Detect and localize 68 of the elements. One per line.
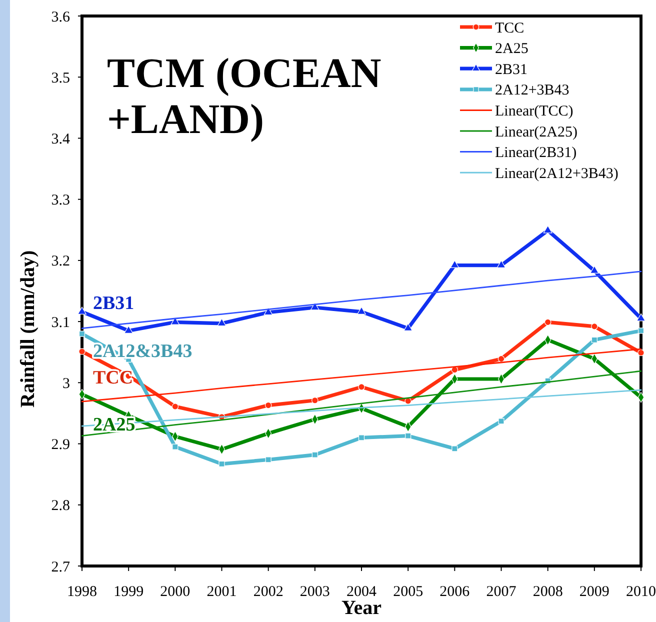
annotation: TCC <box>93 368 134 388</box>
y-tick-label: 3.1 <box>51 314 70 331</box>
legend-label: 2A25 <box>495 41 528 58</box>
point <box>544 318 552 326</box>
point <box>498 418 504 424</box>
x-tick-label: 2004 <box>346 584 377 600</box>
y-tick-label: 3.5 <box>51 70 70 86</box>
x-tick-label: 2005 <box>393 584 424 600</box>
point <box>543 225 552 234</box>
text: TCM (OCEAN +LAND) <box>107 51 382 143</box>
point <box>172 403 179 410</box>
y-tick-label: 3.3 <box>51 192 70 209</box>
legend-label: TCC <box>495 20 524 36</box>
y-tick-label: 2.9 <box>51 437 70 454</box>
y-tick-label: 3 <box>62 376 70 392</box>
point <box>172 444 178 450</box>
y-tick-label: 3.6 <box>51 9 70 26</box>
legend-label: 2A12+3B43 <box>495 82 570 99</box>
point <box>358 384 365 390</box>
x-tick-label: 2000 <box>160 584 190 600</box>
x-tick-label: 1999 <box>114 584 144 600</box>
point <box>591 323 598 330</box>
legend-label: 2B31 <box>495 62 528 78</box>
legend-label: Linear(2A25) <box>495 124 578 140</box>
point <box>358 434 365 441</box>
point <box>638 349 644 356</box>
x-tick-label: 2008 <box>532 584 563 600</box>
y-axis-title: Rainfall (mm/day) <box>17 250 39 408</box>
point <box>452 446 458 452</box>
point <box>265 456 272 463</box>
x-tick-label: 2002 <box>253 584 284 600</box>
y-tick-label: 2.7 <box>51 559 70 576</box>
point <box>217 318 226 326</box>
legend-label: Linear(TCC) <box>495 103 574 120</box>
x-tick-label: 2007 <box>486 584 517 600</box>
y-tick-label: 3.2 <box>51 254 70 270</box>
point <box>404 398 412 404</box>
point <box>78 330 86 337</box>
point <box>264 402 272 409</box>
x-axis-title: Year <box>342 597 382 619</box>
point <box>357 306 366 314</box>
annotation: 2B31 <box>93 292 134 314</box>
point <box>636 313 646 322</box>
point <box>405 432 412 439</box>
point <box>78 306 86 314</box>
x-tick-label: 2010 <box>626 584 656 600</box>
legend-label: Linear(2A12+3B43) <box>495 166 618 182</box>
point <box>404 323 413 331</box>
point <box>218 460 225 467</box>
y-tick-label: 2.8 <box>51 498 70 514</box>
point <box>590 266 599 274</box>
point <box>312 452 318 458</box>
point <box>450 260 460 268</box>
line-series <box>81 370 642 437</box>
point <box>78 348 86 355</box>
y-tick-label: 3.4 <box>51 131 70 148</box>
point <box>498 355 505 362</box>
point <box>312 397 318 404</box>
x-tick-label: 2001 <box>206 584 237 600</box>
point <box>496 260 506 268</box>
x-tick-label: 1998 <box>67 584 97 600</box>
point <box>124 326 134 334</box>
x-tick-label: 2003 <box>300 584 330 600</box>
point <box>638 328 644 334</box>
x-tick-label: 2006 <box>440 584 470 600</box>
x-tick-label: 2009 <box>579 584 610 600</box>
line-series <box>81 270 642 329</box>
legend-label: Linear(2B31) <box>495 145 577 162</box>
